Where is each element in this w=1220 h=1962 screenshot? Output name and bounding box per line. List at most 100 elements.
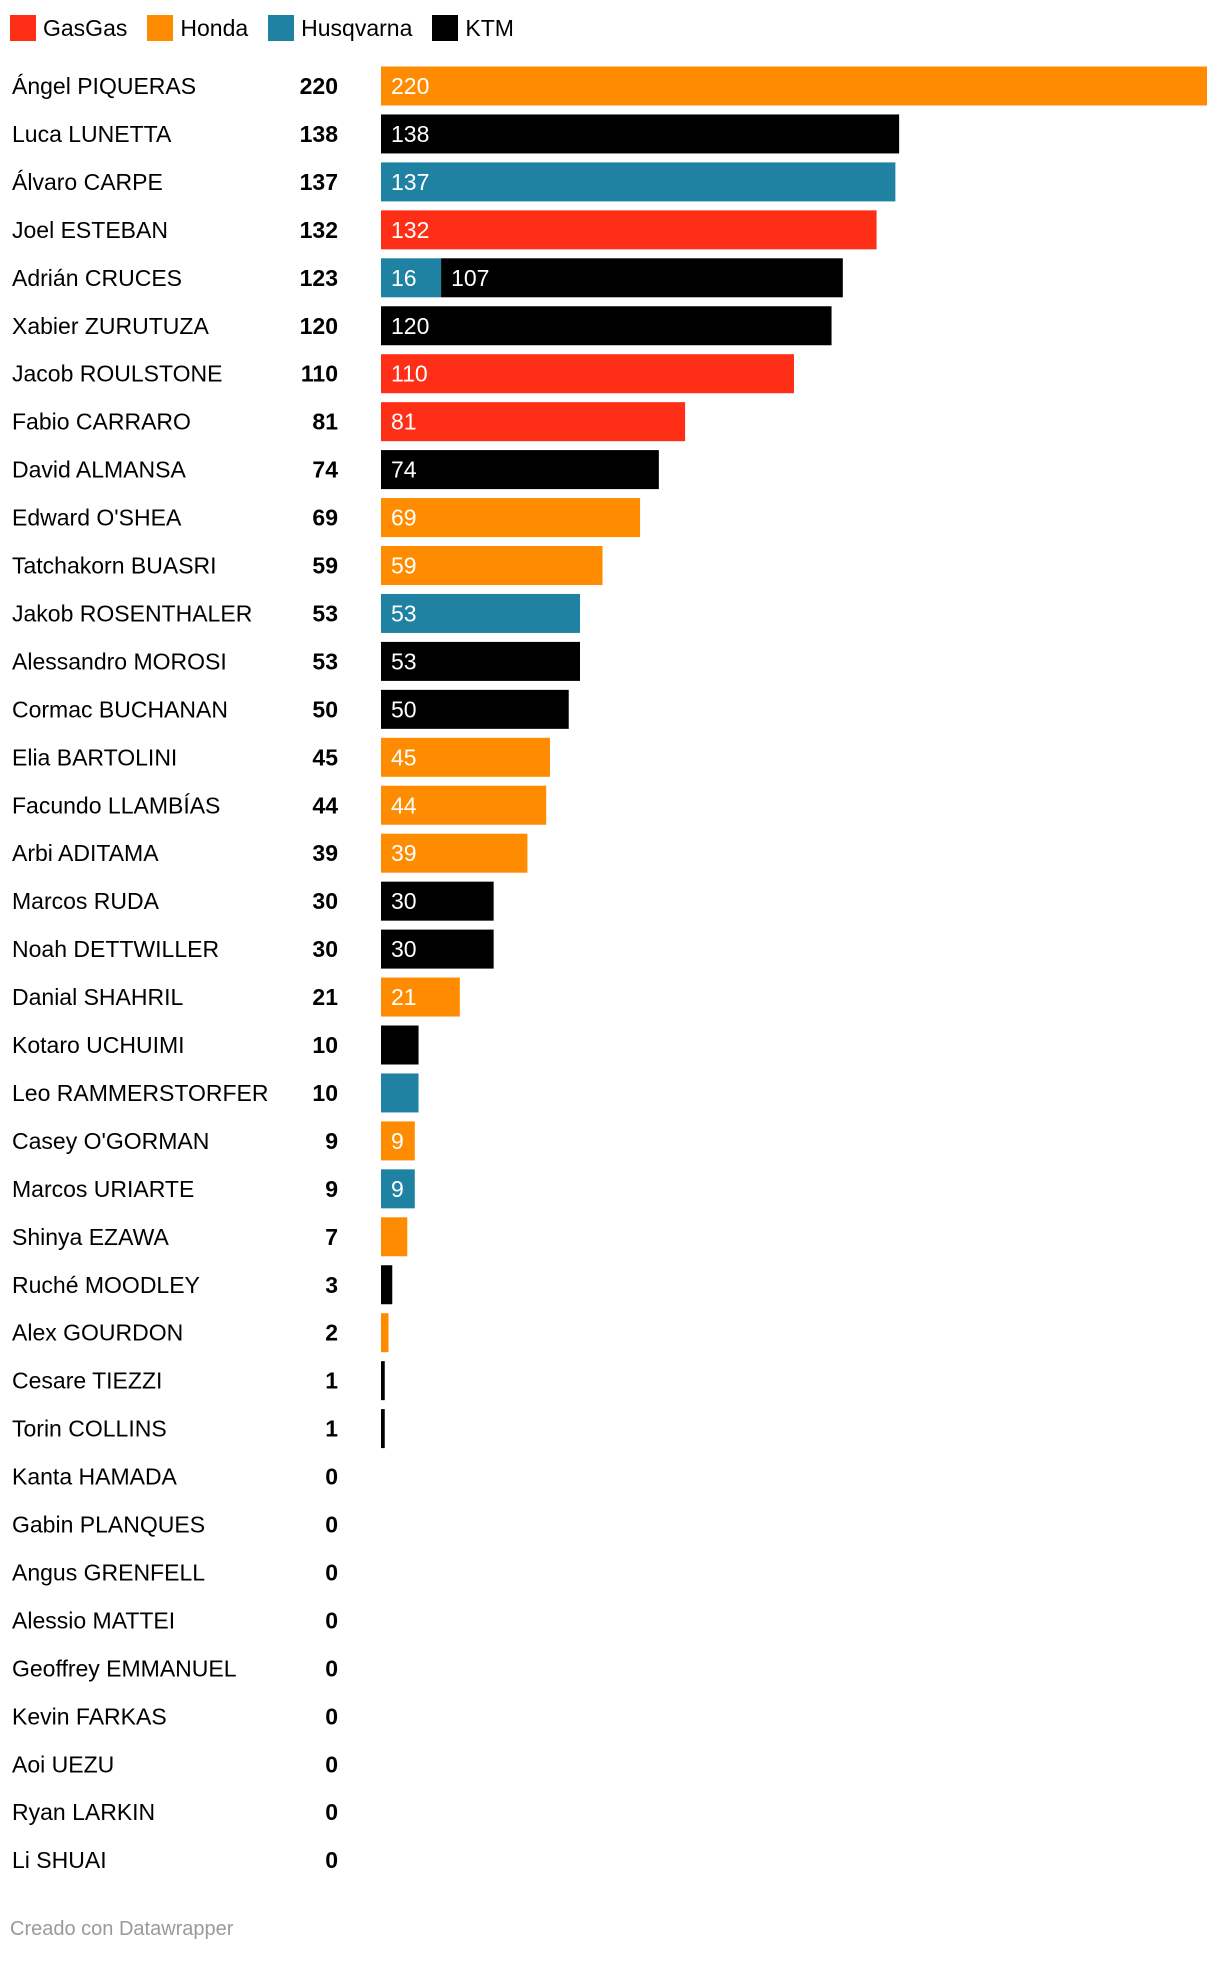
- chart-row: Marcos URIARTE 9 9: [12, 1169, 415, 1209]
- rider-name: Ángel PIQUERAS: [12, 73, 196, 99]
- chart-row: Arbi ADITAMA 39 39: [12, 833, 528, 873]
- bar-value-label: 9: [391, 1128, 404, 1154]
- rider-name: Kevin FARKAS: [12, 1703, 167, 1729]
- chart-row: Alex GOURDON 2: [12, 1313, 389, 1353]
- legend-label: GasGas: [43, 14, 128, 41]
- rider-name: Ruché MOODLEY: [12, 1272, 200, 1298]
- bar-segment-honda: [381, 785, 547, 825]
- chart-row: Kevin FARKAS 0: [12, 1703, 338, 1729]
- bar-value-label: 59: [391, 553, 417, 579]
- rider-name: Jacob ROULSTONE: [12, 361, 222, 387]
- bar-value-label: 132: [391, 217, 429, 243]
- rider-total: 21: [312, 984, 338, 1010]
- bar-segment-ktm: [381, 641, 580, 681]
- bar-segment-husqvarna: [381, 1073, 419, 1113]
- rider-total: 132: [300, 217, 338, 243]
- chart-row: Elia BARTOLINI 45 45: [12, 737, 550, 777]
- chart-row: Álvaro CARPE 137 137: [12, 162, 896, 202]
- chart-row: Cormac BUCHANAN 50 50: [12, 689, 569, 729]
- rider-total: 0: [325, 1607, 338, 1633]
- rider-total: 74: [312, 457, 338, 483]
- bar-value-label: 74: [391, 457, 417, 483]
- bar-segment-husqvarna: [381, 162, 896, 202]
- rider-name: Noah DETTWILLER: [12, 936, 219, 962]
- rider-name: Adrián CRUCES: [12, 265, 182, 291]
- chart-row: Shinya EZAWA 7: [12, 1217, 408, 1257]
- legend-swatch: [268, 15, 295, 41]
- bar-chart: Ángel PIQUERAS 220 220 Luca LUNETTA 138 138 Ál…: [12, 66, 1207, 1873]
- credit-text: Creado con Datawrapper: [10, 1918, 234, 1940]
- bar-segment-honda: [381, 1121, 415, 1161]
- bar-segment-honda: [381, 1217, 408, 1257]
- legend-label: Husqvarna: [301, 14, 413, 41]
- rider-name: Geoffrey EMMANUEL: [12, 1655, 237, 1681]
- legend-item-ktm: KTM: [432, 15, 514, 42]
- bar-value-label: 53: [391, 600, 417, 626]
- bar-value-label: 110: [391, 361, 428, 387]
- bar-segment-ktm: [381, 1409, 385, 1449]
- chart-row: Luca LUNETTA 138 138: [12, 114, 900, 154]
- chart-row: Facundo LLAMBÍAS 44 44: [12, 785, 547, 825]
- bar-segment-honda: [381, 977, 460, 1017]
- chart-row: Danial SHAHRIL 21 21: [12, 977, 460, 1017]
- rider-total: 45: [312, 744, 338, 770]
- rider-name: Ryan LARKIN: [12, 1799, 155, 1825]
- bar-value-label: 220: [391, 73, 429, 99]
- bar-segment-husqvarna: [381, 1169, 415, 1209]
- rider-total: 44: [312, 792, 338, 818]
- legend-item-honda: Honda: [147, 15, 248, 42]
- bar-segment-honda: [381, 498, 641, 538]
- legend-swatch: [10, 15, 36, 41]
- rider-name: Li SHUAI: [12, 1847, 107, 1873]
- chart-row: Xabier ZURUTUZA 120 120: [12, 306, 832, 346]
- rider-name: Facundo LLAMBÍAS: [12, 792, 220, 818]
- rider-total: 50: [312, 696, 338, 722]
- bar-segment-ktm: [381, 450, 659, 490]
- bar-segment-ktm: [381, 1265, 393, 1305]
- bar-segment-husqvarna: [381, 258, 442, 298]
- rider-total: 69: [312, 505, 338, 531]
- bar-value-label: 120: [391, 313, 429, 339]
- rider-total: 3: [325, 1272, 338, 1298]
- bar-value-label: 44: [391, 792, 417, 818]
- chart-row: Edward O'SHEA 69 69: [12, 498, 641, 538]
- bar-value-label: 30: [391, 888, 417, 914]
- chart-row: Angus GRENFELL 0: [12, 1559, 338, 1585]
- bar-value-label: 81: [391, 409, 417, 435]
- chart-row: Li SHUAI 0: [12, 1847, 338, 1873]
- bar-value-label: 138: [391, 121, 429, 147]
- rider-name: Alessandro MOROSI: [12, 648, 227, 674]
- legend-label: Honda: [180, 14, 249, 41]
- rider-name: Alessio MATTEI: [12, 1607, 175, 1633]
- chart-row: Leo RAMMERSTORFER 10: [12, 1073, 419, 1113]
- rider-name: Elia BARTOLINI: [12, 744, 177, 770]
- rider-total: 0: [325, 1464, 338, 1490]
- rider-name: Casey O'GORMAN: [12, 1128, 209, 1154]
- rider-total: 30: [312, 936, 338, 962]
- rider-name: Kotaro UCHUIMI: [12, 1032, 185, 1058]
- chart-row: Casey O'GORMAN 9 9: [12, 1121, 415, 1161]
- bar-segment-ktm: [441, 258, 843, 298]
- bar-segment-honda: [381, 833, 528, 873]
- rider-total: 138: [300, 121, 339, 147]
- rider-total: 9: [325, 1128, 338, 1154]
- bar-segment-ktm: [381, 306, 832, 346]
- rider-name: Alex GOURDON: [12, 1320, 183, 1346]
- rider-total: 81: [312, 409, 338, 435]
- bar-segment-gasgas: [381, 210, 877, 250]
- rider-name: Danial SHAHRIL: [12, 984, 183, 1010]
- rider-name: Jakob ROSENTHALER: [12, 600, 252, 626]
- bar-value-label: 39: [391, 840, 417, 866]
- bar-value-label: 69: [391, 505, 417, 531]
- rider-total: 9: [325, 1176, 338, 1202]
- chart-row: Adrián CRUCES 123 16 107: [12, 258, 843, 298]
- rider-name: Marcos URIARTE: [12, 1176, 194, 1202]
- chart-row: Noah DETTWILLER 30 30: [12, 929, 494, 969]
- bar-segment-honda: [381, 66, 1207, 106]
- chart-row: Tatchakorn BUASRI 59 59: [12, 546, 603, 585]
- bar-segment-ktm: [381, 881, 494, 921]
- rider-total: 137: [300, 169, 338, 195]
- rider-name: Gabin PLANQUES: [12, 1512, 205, 1538]
- rider-total: 2: [325, 1320, 338, 1346]
- rider-name: Tatchakorn BUASRI: [12, 553, 217, 579]
